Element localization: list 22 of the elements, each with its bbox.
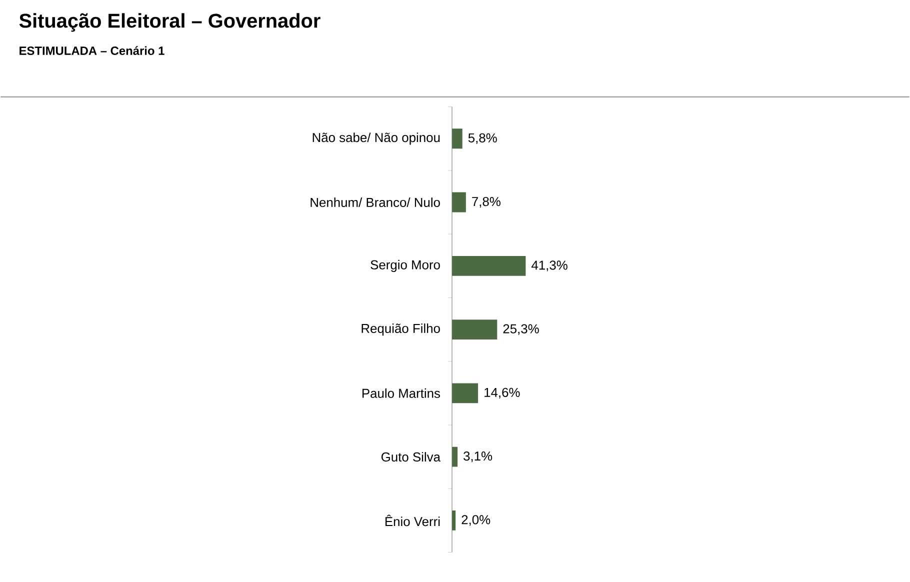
bar xyxy=(452,446,458,467)
data-label: 7,8% xyxy=(472,196,500,208)
bar xyxy=(452,256,526,276)
text: ESTIMULADA – Cenário 1 xyxy=(20,46,164,55)
data-label: 3,1% xyxy=(464,451,492,462)
bar xyxy=(452,319,498,340)
y-tick-label: Nenhum/ Branco/ Nulo xyxy=(310,197,440,207)
text: Situação Eleitoral – Governador xyxy=(19,13,320,32)
y-tick-label: Paulo Martins xyxy=(362,388,440,398)
data-label: 41,3% xyxy=(531,260,568,272)
y-tick-label: Requião Filho xyxy=(362,323,440,336)
data-label: 14,6% xyxy=(484,388,520,398)
y-tick-label: Sergio Moro xyxy=(370,260,440,272)
data-label: 5,8% xyxy=(468,133,497,144)
data-label: 25,3% xyxy=(503,324,539,335)
y-tick-label: Não sabe/ Não opinou xyxy=(312,132,440,145)
data-label: 2,0% xyxy=(462,514,490,526)
bar xyxy=(452,128,462,149)
bar xyxy=(452,192,466,212)
bar xyxy=(452,383,478,404)
y-tick-label: Ênio Verri xyxy=(385,514,440,526)
y-tick-label: Guto Silva xyxy=(381,452,440,462)
